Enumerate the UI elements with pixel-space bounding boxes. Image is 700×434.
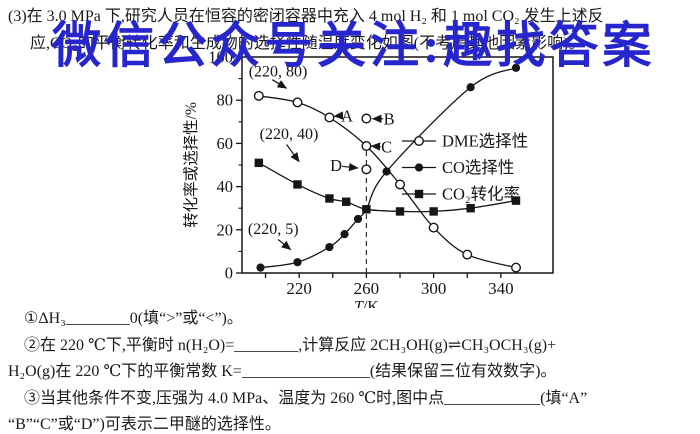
point-label-C: C — [370, 137, 392, 156]
sub-questions: ①ΔH₃________0(填“>”或“<”)。 ②在 220 ℃下,平衡时 n… — [8, 306, 588, 434]
isolated-point-D — [361, 164, 372, 175]
point-label-A: A — [333, 106, 353, 125]
sub-question-3-line1: ③当其他条件不变,压强为 4.0 MPa、温度为 260 ℃时,图中点_____… — [24, 389, 588, 407]
svg-text:(220, 40): (220, 40) — [260, 126, 319, 143]
svg-text:C: C — [381, 137, 392, 156]
svg-text:(220, 80): (220, 80) — [249, 64, 308, 81]
svg-text:60: 60 — [217, 134, 234, 153]
svg-text:A: A — [341, 106, 353, 125]
coord-label: (220, 40) — [260, 126, 319, 163]
svg-text:20: 20 — [217, 220, 234, 239]
series-2 — [254, 158, 521, 216]
svg-text:B: B — [384, 109, 395, 128]
svg-text:100: 100 — [208, 48, 233, 67]
svg-text:260: 260 — [354, 279, 380, 298]
svg-text:80: 80 — [217, 91, 234, 110]
svg-text:DME选择性: DME选择性 — [442, 132, 528, 151]
svg-text:(220, 5): (220, 5) — [248, 221, 299, 238]
question-text: (3)在 3.0 MPa 下,研究人员在恒容的密闭容器中充入 4 mol H₂ … — [8, 3, 604, 57]
svg-text:CO选择性: CO选择性 — [442, 158, 514, 177]
watermark-text: 微信公众号关注:趣找答案 — [52, 18, 656, 73]
svg-text:340: 340 — [488, 279, 514, 298]
isolated-point-B — [361, 113, 372, 124]
legend-row-0: DME选择性 — [402, 132, 528, 151]
sub-question-3-line2: “B”“C”或“D”)可表示二甲醚的选择性。 — [8, 416, 281, 433]
y-axis: 0 20 40 60 80 100 转化率或选择性/% — [182, 48, 242, 283]
svg-text:0: 0 — [225, 264, 233, 283]
sub-question-2-line2: H₂O(g)在 220 ℃下的平衡常数 K=________________(结… — [8, 363, 557, 380]
series-0 — [253, 90, 522, 273]
point-label-D: D — [330, 156, 359, 175]
svg-text:D: D — [330, 156, 342, 175]
y-axis-label: 转化率或选择性/% — [182, 102, 200, 228]
legend-row-1: CO选择性 — [402, 158, 514, 177]
sub-question-2-line1: ②在 220 ℃下,平衡时 n(H₂O)=________,计算反应 2CH₃O… — [24, 336, 557, 354]
svg-text:CO₂转化率: CO₂转化率 — [442, 185, 520, 204]
coord-label: (220, 5) — [248, 221, 299, 251]
svg-text:220: 220 — [286, 279, 312, 298]
question-line-1: (3)在 3.0 MPa 下,研究人员在恒容的密闭容器中充入 4 mol H₂ … — [8, 8, 604, 25]
svg-text:40: 40 — [217, 177, 234, 196]
point-label-B: B — [371, 109, 395, 128]
sub-question-1: ①ΔH₃________0(填“>”或“<”)。 — [24, 310, 243, 327]
legend-row-2: CO₂转化率 — [402, 185, 520, 204]
x-axis: 220 260 300 340 T/K — [264, 273, 514, 309]
svg-text:300: 300 — [421, 279, 447, 298]
question-line-2: 应,CO₂的平衡转化率和生成物的选择性随温度变化如图(不考虑其他因素影响)。 — [30, 35, 585, 52]
chart-svg: 0 20 40 60 80 100 转化率或选择性/% 220 260 300 340 T/K DME选… — [182, 48, 554, 309]
coord-label: (220, 80) — [249, 64, 308, 89]
x-axis-label: T/K — [354, 299, 379, 309]
